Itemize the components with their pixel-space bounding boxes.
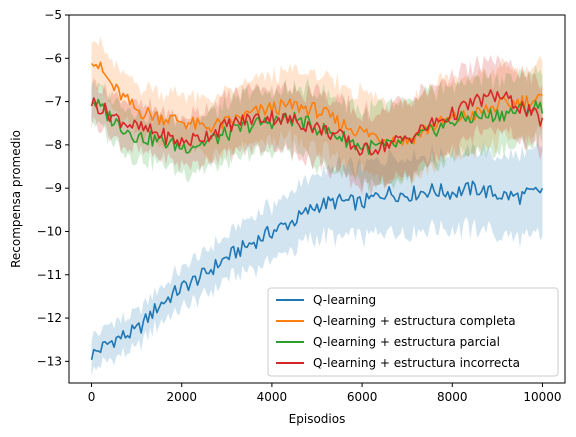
- series-line: [90, 180, 544, 360]
- series-line: [90, 89, 544, 156]
- y-tick-label: −11: [37, 268, 62, 282]
- y-axis-label: Recompensa promedio: [9, 130, 23, 268]
- y-tick-label: −13: [37, 354, 62, 368]
- y-tick-label: −7: [44, 95, 62, 109]
- legend-entry: Q-learning + estructura parcial: [313, 335, 500, 349]
- series-lines: [90, 61, 544, 360]
- x-axis-label: Episodios: [289, 412, 346, 426]
- y-tick-label: −9: [44, 181, 62, 195]
- legend-entry: Q-learning: [313, 293, 376, 307]
- legend-entry: Q-learning + estructura incorrecta: [313, 356, 520, 370]
- confidence-band: [91, 36, 543, 188]
- plot-frame: [68, 14, 566, 384]
- confidence-band: [91, 141, 543, 377]
- y-tick-label: −10: [37, 224, 62, 238]
- x-tick-label: 2000: [166, 390, 197, 404]
- legend-box: [267, 287, 559, 377]
- y-tick-label: −12: [37, 311, 62, 325]
- legend-entry: Q-learning + estructura completa: [313, 314, 516, 328]
- y-tick-label: −5: [44, 8, 62, 22]
- y-axis-ticks: −13 −12 −11 −10 −9 −8 −7 −6 −5: [37, 8, 69, 368]
- confidence-band: [91, 54, 543, 197]
- x-tick-label: 4000: [257, 390, 288, 404]
- series-line: [91, 98, 544, 156]
- confidence-band: [91, 65, 543, 196]
- y-tick-label: −8: [44, 138, 62, 152]
- x-tick-label: 8000: [437, 390, 468, 404]
- x-tick-label: 10000: [523, 390, 561, 404]
- y-tick-label: −6: [44, 51, 62, 65]
- x-axis-ticks: 0 2000 4000 6000 8000 10000: [88, 383, 562, 404]
- legend: Q-learning Q-learning + estructura comple…: [267, 287, 559, 377]
- confidence-bands: [91, 36, 543, 377]
- x-tick-label: 6000: [347, 390, 378, 404]
- x-tick-label: 0: [88, 390, 96, 404]
